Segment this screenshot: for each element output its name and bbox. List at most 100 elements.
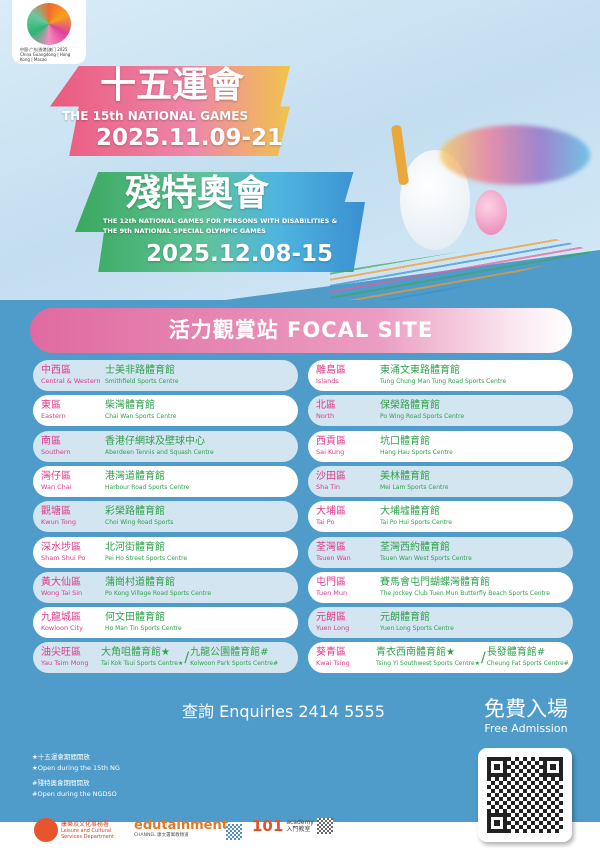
edutainment-subtitle: CHANNEL 康文署寓教頻道 bbox=[134, 833, 189, 838]
district-name-en: Kowloon City bbox=[41, 624, 83, 633]
district: 黃大仙區 Wong Tai Sin bbox=[41, 577, 105, 598]
free-admission: 免費入場 Free Admission bbox=[476, 696, 576, 736]
venue: 青衣西南體育館★ Tsing Yi Southwest Sports Centre… bbox=[376, 647, 480, 668]
qr-code[interactable] bbox=[478, 748, 572, 842]
venue: 北河街體育館 Pei Ho Street Sports Centre bbox=[105, 542, 187, 563]
venue-name-zh: 大角咀體育館★ bbox=[101, 647, 170, 659]
games-logo-emblem bbox=[27, 3, 71, 45]
district: 觀塘區 Kwun Tong bbox=[41, 506, 105, 527]
venue-name-en: Harbour Road Sports Centre bbox=[105, 483, 190, 491]
lcsd-name-zh: 康樂及文化事務署 bbox=[61, 820, 110, 828]
site-row: 深水埗區 Sham Shui Po 北河街體育館 Pei Ho Street Spor… bbox=[33, 536, 298, 568]
free-admission-zh: 免費入場 bbox=[484, 697, 568, 721]
district: 南區 Southern bbox=[41, 436, 105, 457]
site-row: 屯門區 Tuen Mun 賽馬會屯門蝴蝶灣體育館 The Jockey Club Tu… bbox=[308, 571, 573, 603]
district-name-en: Eastern bbox=[41, 412, 66, 421]
rainbow-ribbon bbox=[440, 125, 590, 185]
district-name-zh: 東區 bbox=[41, 400, 61, 412]
district: 深水埗區 Sham Shui Po bbox=[41, 542, 105, 563]
venue-2-name-zh: 長發體育館# bbox=[486, 647, 546, 659]
district-name-zh: 沙田區 bbox=[316, 470, 346, 482]
site-row: 黃大仙區 Wong Tai Sin 蒲崗村道體育館 Po Kong Village R… bbox=[33, 571, 298, 603]
venue-group: 賽馬會屯門蝴蝶灣體育館 The Jockey Club Tuen Mun Butt… bbox=[380, 577, 550, 598]
district-name-zh: 西貢區 bbox=[316, 435, 346, 447]
district: 東區 Eastern bbox=[41, 400, 105, 421]
venue: 何文田體育館 Ho Man Tin Sports Centre bbox=[105, 612, 182, 633]
district-name-zh: 葵青區 bbox=[316, 647, 346, 659]
district-name-zh: 北區 bbox=[316, 400, 336, 412]
event2-title-en-1: THE 12th NATIONAL GAMES FOR PERSONS WITH… bbox=[103, 217, 338, 225]
venue-name-en: Tai Kok Tsui Sports Centre★ bbox=[101, 660, 184, 668]
venue-name-zh: 東涌文東路體育館 bbox=[380, 365, 460, 376]
site-row: 離島區 Islands 東涌文東路體育館 Tung Chung Man Tung Ro… bbox=[308, 360, 573, 391]
notes: ★十五運會期間開放 ★Open during the 15th NG #殘特奧會… bbox=[32, 752, 120, 800]
district-name-en: Tuen Mun bbox=[316, 588, 348, 597]
event2-banner bbox=[75, 172, 365, 272]
event1-banner bbox=[50, 66, 290, 156]
venue-name-zh: 香港仔網球及壁球中心 bbox=[105, 435, 205, 447]
venue-group: 荃灣西約體育館 Tsuen Wan West Sports Centre bbox=[380, 542, 472, 563]
site-row: 觀塘區 Kwun Tong 彩榮路體育館 Choi Wing Road Sports bbox=[33, 501, 298, 533]
venue: 坑口體育館 Hang Hau Sports Centre bbox=[380, 436, 453, 457]
district-name-zh: 觀塘區 bbox=[41, 506, 71, 518]
district: 西貢區 Sai Kung bbox=[316, 436, 380, 457]
venue-group: 士美非路體育館 Smithfield Sports Centre bbox=[105, 365, 179, 386]
venue-name-en: Tsuen Wan West Sports Centre bbox=[380, 554, 472, 562]
district: 荃灣區 Tsuen Wan bbox=[316, 542, 380, 563]
district: 葵青區 Kwai Tsing bbox=[316, 647, 376, 668]
venue-name-en: Mei Lam Sports Centre bbox=[380, 483, 449, 491]
venue-name-zh: 北河街體育館 bbox=[105, 541, 165, 553]
venue-name-zh: 港灣道體育館 bbox=[105, 470, 165, 482]
district-name-en: Wan Chai bbox=[41, 482, 72, 491]
district-name-en: Yau Tsim Mong bbox=[41, 659, 89, 668]
games-logo-text: 中国·广东|香港|澳门 2025 China Guangdong | Hong … bbox=[20, 47, 71, 62]
district-name-zh: 灣仔區 bbox=[41, 470, 71, 482]
district: 沙田區 Sha Tin bbox=[316, 471, 380, 492]
event1-title-en: THE 15th NATIONAL GAMES bbox=[62, 109, 249, 123]
district-name-en: Wong Tai Sin bbox=[41, 588, 83, 597]
site-row: 荃灣區 Tsuen Wan 荃灣西約體育館 Tsuen Wan West Sports… bbox=[308, 536, 573, 568]
district-name-en: Sham Shui Po bbox=[41, 553, 86, 562]
venue-name-en: Tung Chung Man Tung Road Sports Centre bbox=[380, 378, 507, 385]
venue: 賽馬會屯門蝴蝶灣體育館 The Jockey Club Tuen Mun Butt… bbox=[380, 577, 550, 598]
venue-group: 東涌文東路體育館 Tung Chung Man Tung Road Sports … bbox=[380, 365, 506, 386]
venue-group: 美林體育館 Mei Lam Sports Centre bbox=[380, 471, 448, 492]
venue-group: 坑口體育館 Hang Hau Sports Centre bbox=[380, 436, 453, 457]
venue-name-en: Po Wing Road Sports Centre bbox=[380, 413, 465, 421]
venue: 蒲崗村道體育館 Po Kong Village Road Sports Centr… bbox=[105, 577, 211, 598]
venue-group: 香港仔網球及壁球中心 Aberdeen Tennis and Squash Cen… bbox=[105, 436, 214, 457]
district-name-zh: 元朗區 bbox=[316, 612, 346, 624]
district-name-en: Sha Tin bbox=[316, 482, 340, 491]
venue: 柴灣體育館 Chai Wan Sports Centre bbox=[105, 400, 176, 421]
academy-wordmark: academy bbox=[286, 819, 314, 826]
venue: 港灣道體育館 Harbour Road Sports Centre bbox=[105, 471, 189, 492]
venue-2: 長發體育館# Cheung Fat Sports Centre# bbox=[487, 647, 569, 668]
venue-name-zh: 青衣西南體育館★ bbox=[376, 647, 455, 659]
venue-separator: / bbox=[481, 650, 486, 667]
site-row: 大埔區 Tai Po 大埔墟體育館 Tai Po Hui Sports Centre bbox=[308, 501, 573, 533]
district: 元朗區 Yuen Long bbox=[316, 612, 380, 633]
district-name-zh: 荃灣區 bbox=[316, 541, 346, 553]
venue-name-en: Ho Man Tin Sports Centre bbox=[105, 625, 182, 633]
venue: 彩榮路體育館 Choi Wing Road Sports bbox=[105, 506, 173, 527]
site-row: 南區 Southern 香港仔網球及壁球中心 Aberdeen Tennis and … bbox=[33, 430, 298, 462]
site-row: 九龍城區 Kowloon City 何文田體育館 Ho Man Tin Sports … bbox=[33, 607, 298, 639]
site-row: 灣仔區 Wan Chai 港灣道體育館 Harbour Road Sports Cen… bbox=[33, 465, 298, 497]
venue-group: 保榮路體育館 Po Wing Road Sports Centre bbox=[380, 400, 464, 421]
venue: 元朗體育館 Yuen Long Sports Centre bbox=[380, 612, 454, 633]
academy-number: 101 bbox=[252, 816, 284, 835]
district-name-en: Sai Kung bbox=[316, 447, 345, 456]
edutainment-logo: edutainment CHANNEL 康文署寓教頻道 bbox=[134, 818, 228, 839]
district: 北區 North bbox=[316, 400, 380, 421]
event2-dates: 2025.12.08-15 bbox=[146, 241, 334, 267]
district-name-zh: 離島區 bbox=[316, 365, 346, 376]
venue-group: 大埔墟體育館 Tai Po Hui Sports Centre bbox=[380, 506, 452, 527]
venue-name-zh: 荃灣西約體育館 bbox=[380, 541, 450, 553]
site-row: 中西區 Central & Western 士美非路體育館 Smithfield Sp… bbox=[33, 360, 298, 391]
venue-name-en: The Jockey Club Tuen Mun Butterfly Beach… bbox=[380, 589, 550, 597]
district-name-en: Kwai Tsing bbox=[316, 659, 350, 668]
district-name-zh: 屯門區 bbox=[316, 576, 346, 588]
edutainment-qr[interactable] bbox=[226, 824, 242, 840]
venue-name-en: Hang Hau Sports Centre bbox=[380, 448, 453, 456]
academy-qr[interactable] bbox=[316, 818, 333, 834]
